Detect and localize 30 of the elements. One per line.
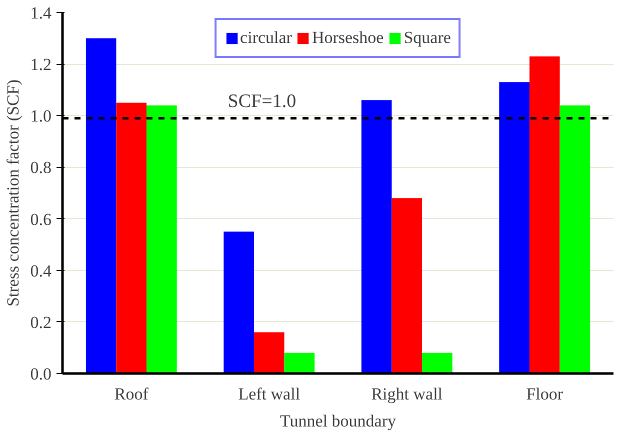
bar	[224, 232, 254, 374]
ref-line-label: SCF=1.0	[228, 91, 296, 112]
bar	[361, 100, 392, 374]
x-axis-title: Tunnel boundary	[280, 412, 397, 430]
x-tick-label: Right wall	[371, 384, 443, 404]
bar	[392, 198, 422, 374]
y-tick-label: 0.0	[30, 364, 52, 384]
y-tick-label: 0.2	[30, 312, 52, 332]
bar	[422, 352, 452, 374]
y-tick-label: 0.8	[30, 158, 52, 178]
y-tick-label: 1.2	[30, 55, 52, 74]
legend-label: Horseshoe	[312, 28, 384, 48]
y-tick-label: 1.4	[30, 4, 52, 22]
bar	[86, 38, 116, 374]
x-tick-label: Roof	[114, 384, 149, 404]
x-tick-label: Floor	[526, 384, 564, 404]
y-axis-title: Stress concentration factor (SCF)	[3, 79, 22, 307]
y-tick-label: 0.4	[30, 261, 52, 280]
bar	[116, 102, 147, 374]
bar	[284, 352, 315, 374]
bar	[499, 82, 530, 374]
y-tick-label: 0.6	[30, 210, 52, 229]
x-tick-label: Left wall	[238, 384, 300, 404]
legend-label: circular	[240, 28, 292, 48]
bar	[560, 105, 590, 374]
legend-label: Square	[404, 28, 451, 48]
bar	[529, 56, 560, 374]
bar	[146, 105, 177, 374]
y-tick-label: 1.0	[30, 106, 52, 126]
bar	[254, 332, 284, 374]
